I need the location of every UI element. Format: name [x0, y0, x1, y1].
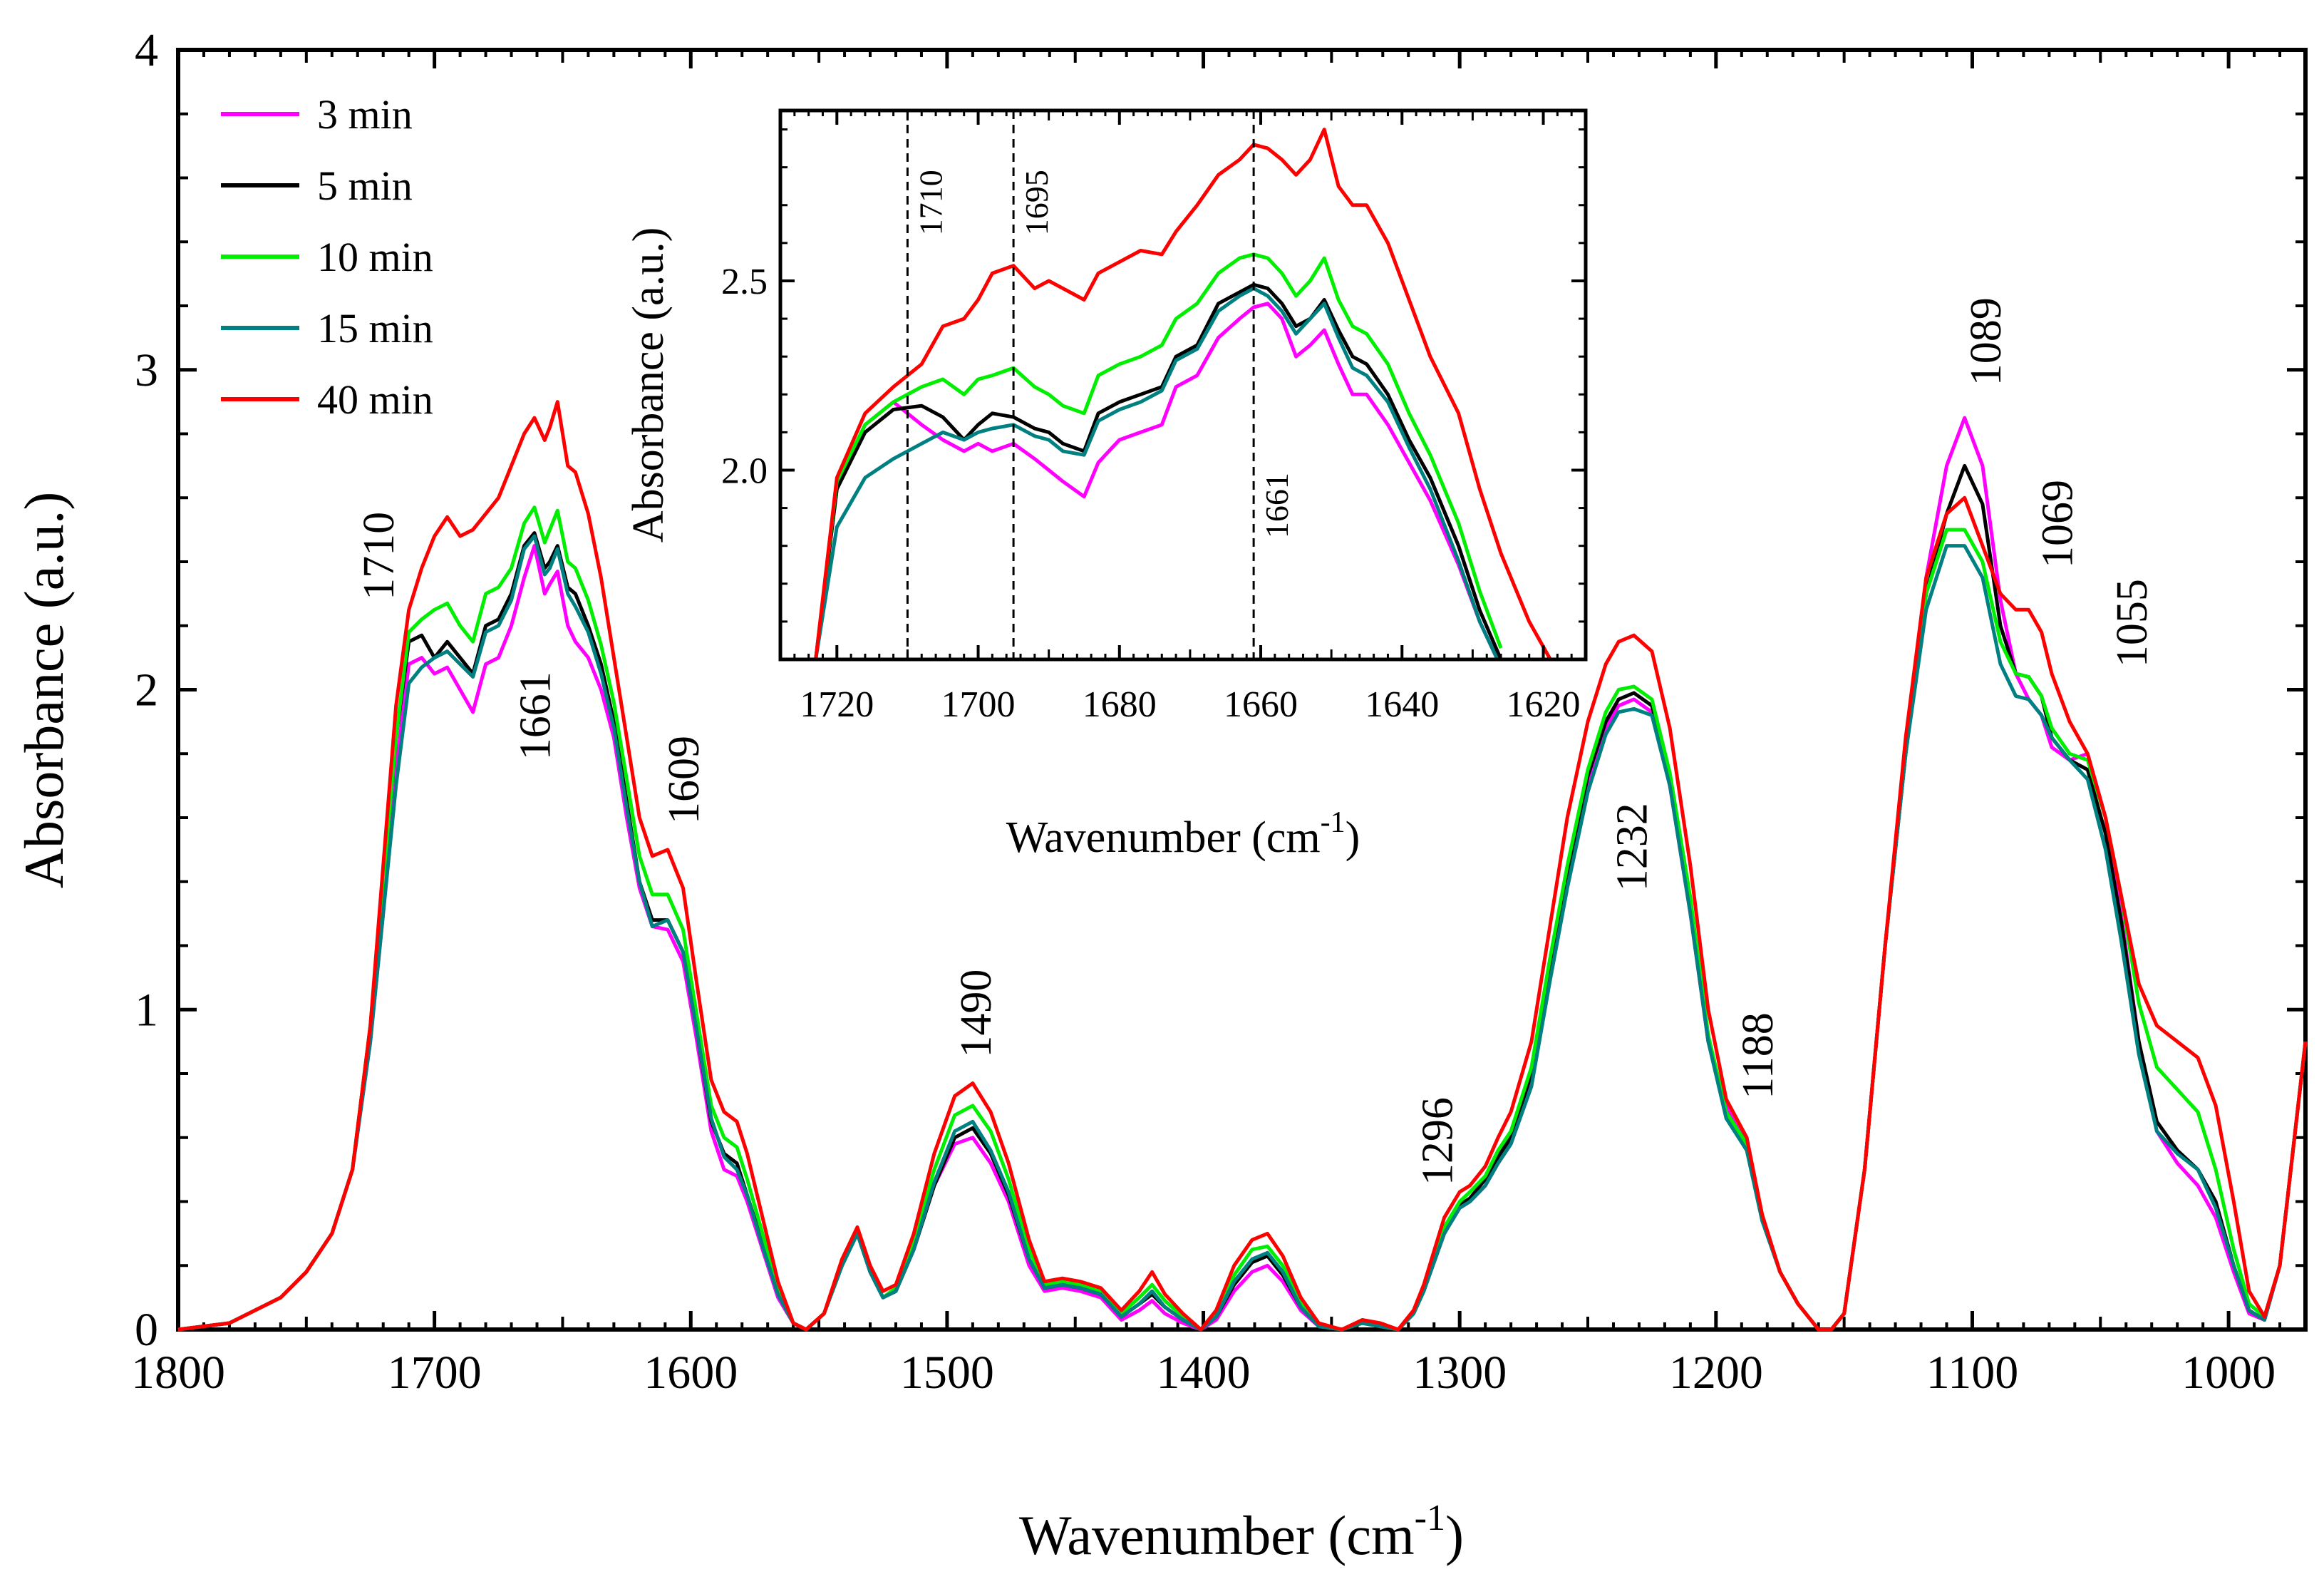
inset-x-tick-label: 1680: [1083, 684, 1157, 725]
y-tick-label: 1: [135, 984, 158, 1036]
reference-line-label: 1695: [1018, 170, 1055, 235]
inset-x-tick-label: 1620: [1507, 684, 1581, 725]
main-x-axis-title-sup: -1: [1415, 1498, 1445, 1538]
reference-line-label: 1710: [912, 170, 949, 235]
y-tick-label: 4: [135, 24, 158, 76]
x-tick-label: 1500: [900, 1347, 994, 1399]
x-tick-label: 1800: [131, 1347, 225, 1399]
y-tick-label: 0: [135, 1304, 158, 1356]
inset-x-axis-title: Wavenumber (cm-1): [1006, 806, 1360, 862]
peak-annotation: 1055: [2108, 579, 2157, 667]
main-x-axis-title-main: Wavenumber (cm: [1019, 1504, 1415, 1566]
peak-annotation: 1188: [1734, 1012, 1782, 1099]
peak-annotation: 1069: [2034, 480, 2082, 568]
x-tick-label: 1600: [644, 1347, 738, 1399]
x-tick-label: 1700: [388, 1347, 482, 1399]
peak-annotation: 1661: [512, 672, 560, 760]
inset-axis-ticks: 1720 1700 1680 1660 1640 1620 2.0 2.5: [721, 110, 1586, 725]
inset-series-lines: [814, 128, 1552, 659]
legend-label: 5 min: [317, 163, 413, 209]
x-tick-label: 1100: [1926, 1347, 2019, 1399]
peak-annotation: 1490: [952, 970, 1001, 1058]
reference-line-label: 1661: [1259, 473, 1295, 538]
x-tick-label: 1200: [1669, 1347, 1763, 1399]
main-y-axis-title: Absorbance (a.u.): [13, 492, 75, 889]
inset-y-axis-title: Absorbance (a.u.): [624, 227, 673, 542]
x-tick-label: 1300: [1413, 1347, 1507, 1399]
inset-series-line-40-min: [814, 128, 1552, 659]
inset-x-tick-label: 1720: [800, 684, 874, 725]
x-tick-label: 1400: [1157, 1347, 1251, 1399]
main-x-axis-title-end: ): [1445, 1504, 1464, 1566]
legend: 3 min 5 min 10 min 15 min 40 min: [221, 91, 433, 423]
legend-label: 15 min: [317, 305, 433, 351]
peak-annotation: 1609: [660, 736, 708, 824]
inset-reference-lines: 1710 1695 1661: [906, 110, 1295, 659]
peak-annotation: 1232: [1608, 803, 1657, 891]
peak-annotation: 1296: [1413, 1097, 1462, 1186]
main-axis-ticks: 1800 1700 1600 1500 1400 1300 1200 1100 10000123…: [131, 24, 2305, 1399]
inset-series-line-15-min: [814, 287, 1499, 659]
inset-y-tick-label: 2.0: [721, 451, 768, 491]
inset-y-tick-label: 2.5: [721, 262, 768, 302]
main-x-axis-title: Wavenumber (cm-1): [1019, 1498, 1464, 1566]
inset-x-tick-label: 1700: [941, 684, 1016, 725]
inset-plot-frame: [778, 108, 1588, 662]
main-series-lines: [177, 400, 2308, 1332]
y-tick-label: 3: [135, 344, 158, 396]
peak-annotation: 1710: [355, 512, 403, 600]
legend-label: 10 min: [317, 234, 433, 280]
x-tick-label: 1000: [2181, 1347, 2276, 1399]
series-line-40-min: [177, 400, 2308, 1332]
series-line-15-min: [177, 534, 2308, 1332]
inset-x-axis-title-main: Wavenumber (cm: [1006, 813, 1321, 862]
inset-x-tick-label: 1660: [1224, 684, 1298, 725]
peak-annotation: 1089: [1962, 297, 2010, 386]
y-tick-label: 2: [135, 664, 158, 716]
inset-series-line-3-min: [814, 302, 1499, 659]
inset-x-tick-label: 1640: [1365, 684, 1439, 725]
inset-x-axis-title-end: ): [1346, 813, 1360, 862]
main-peak-annotations: 1710 1661 1609 1490 1296 1232 1188 1089 1069 1055: [355, 297, 2157, 1186]
inset-x-axis-title-sup: -1: [1321, 806, 1346, 839]
inset-series-line-10-min: [814, 252, 1503, 659]
legend-label: 3 min: [317, 91, 413, 138]
legend-label: 40 min: [317, 376, 433, 423]
